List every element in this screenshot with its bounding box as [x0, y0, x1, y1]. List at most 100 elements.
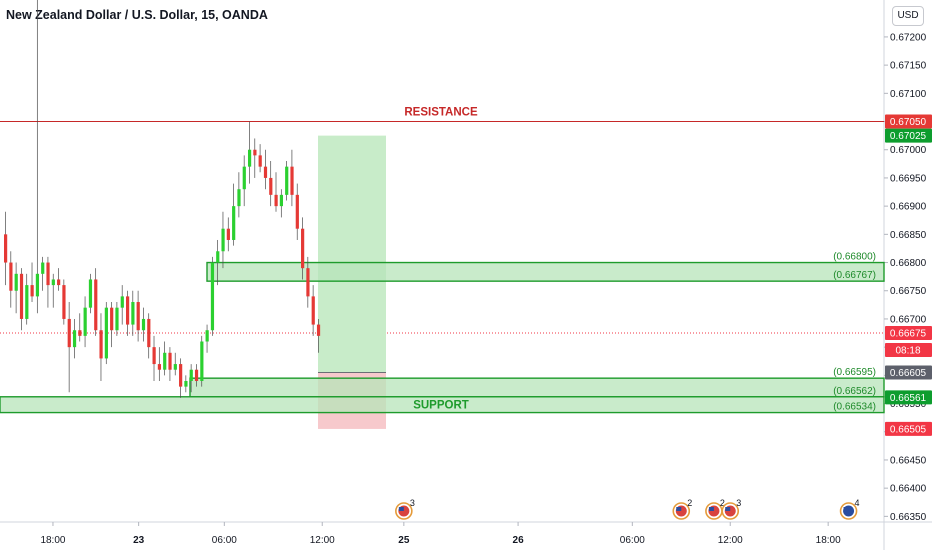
time-tick-label: 12:00: [718, 535, 743, 546]
candle-up: [163, 352, 167, 370]
price-tag-label: 0.66605: [890, 368, 927, 379]
price-tag-label: 0.67025: [890, 131, 927, 142]
candle-up: [51, 279, 55, 286]
us-flag-icon[interactable]: 2: [672, 498, 692, 520]
candle-up: [279, 194, 284, 207]
resistance-label: RESISTANCE: [404, 107, 478, 119]
candle-up: [35, 273, 40, 297]
candle-down: [253, 149, 257, 156]
candle-down: [269, 177, 273, 195]
price-tick-label: 0.66400: [890, 484, 927, 495]
price-tag: 0.66605: [885, 365, 932, 380]
candle-down: [125, 296, 130, 325]
candle-down: [78, 330, 82, 336]
candle-up: [200, 341, 204, 381]
candle-down: [194, 369, 199, 381]
us-flag-icon[interactable]: 3: [395, 498, 415, 520]
candle-down: [306, 268, 310, 297]
candle-up: [210, 262, 215, 331]
event-count: 2: [720, 498, 725, 508]
candle-down: [4, 234, 8, 263]
event-count: 2: [687, 498, 692, 508]
candle-down: [168, 352, 172, 370]
candle-up: [242, 166, 246, 190]
price-tag-bg: [885, 365, 932, 380]
price-tick-label: 0.66450: [890, 455, 927, 466]
demand-zone: [206, 261, 885, 282]
price-tag: 0.67025: [885, 128, 932, 143]
time-tick-label: 06:00: [620, 535, 645, 546]
price-tag: 0.66505: [885, 421, 932, 436]
zone-top-label: (0.66595): [833, 367, 876, 378]
candle-down: [19, 273, 24, 319]
event-flag-canton: [725, 507, 731, 511]
time-tick-label: 25: [398, 535, 410, 546]
price-tag: 0.66561: [885, 390, 932, 405]
candle-down: [67, 318, 71, 348]
candle-down: [46, 262, 50, 286]
event-flag-canton: [708, 507, 714, 511]
currency-button[interactable]: USD: [892, 6, 924, 26]
price-tick-label: 0.67200: [890, 32, 927, 43]
candle-up: [131, 302, 135, 325]
candle-down: [258, 155, 262, 167]
price-tag-bg: [885, 114, 932, 129]
candle-up: [72, 330, 77, 348]
price-tick-label: 0.66700: [890, 314, 927, 325]
event-flag-canton: [843, 507, 849, 511]
candle-up: [173, 364, 177, 370]
candle-down: [274, 194, 278, 207]
price-tag-bg: [885, 326, 932, 341]
price-tick-label: 0.66850: [890, 230, 927, 241]
candle-up: [237, 189, 241, 207]
candle-up: [141, 318, 146, 331]
candle-up: [189, 369, 193, 381]
us-flag-icon[interactable]: 2: [705, 498, 725, 520]
candle-down: [295, 194, 299, 229]
price-tick-label: 0.66900: [890, 202, 927, 213]
price-tag-label: 0.66675: [890, 329, 927, 340]
price-tag-bg: [885, 421, 932, 436]
price-tick-label: 0.66750: [890, 286, 927, 297]
candle-down: [30, 285, 34, 297]
candle-up: [216, 251, 220, 263]
event-count: 3: [410, 498, 415, 508]
price-tick-label: 0.66550: [890, 399, 927, 410]
price-tag-bg: [885, 390, 932, 405]
price-tag-bg: [885, 128, 932, 143]
candle-down: [301, 228, 305, 269]
au-flag-icon[interactable]: 3: [721, 498, 741, 520]
position-target-zone: [318, 135, 386, 373]
candle-up: [205, 330, 209, 342]
candle-down: [290, 166, 294, 195]
time-tick-label: 18:00: [40, 535, 65, 546]
candle-down: [316, 324, 321, 336]
event-flag-canton: [676, 507, 682, 511]
event-flag-canton: [398, 507, 404, 511]
price-tick-label: 0.67100: [890, 89, 927, 100]
price-tag-label: 0.66561: [890, 393, 927, 404]
nz-flag-icon[interactable]: 4: [839, 498, 860, 520]
candle-down: [62, 285, 66, 319]
candle-up: [25, 285, 29, 319]
zone-bottom-label: (0.66534): [833, 402, 876, 413]
price-tag-bg: [885, 342, 932, 357]
candle-down: [226, 228, 230, 240]
price-tag-label: 0.67050: [890, 117, 927, 128]
candle-up: [232, 206, 236, 240]
candle-up: [247, 149, 252, 167]
candle-down: [157, 364, 162, 370]
price-tick-label: 0.66950: [890, 173, 927, 184]
candle-down: [147, 318, 151, 348]
candle-down: [9, 262, 13, 291]
candle-down: [136, 302, 140, 331]
candle-up: [115, 307, 119, 331]
candle-down: [179, 364, 183, 387]
candle-up: [285, 166, 289, 195]
candle-up: [14, 273, 18, 291]
price-tick-label: 0.66350: [890, 512, 927, 523]
price-tag-label: 08:18: [895, 345, 920, 356]
candle-down: [263, 166, 268, 178]
demand-zone: [0, 396, 885, 414]
